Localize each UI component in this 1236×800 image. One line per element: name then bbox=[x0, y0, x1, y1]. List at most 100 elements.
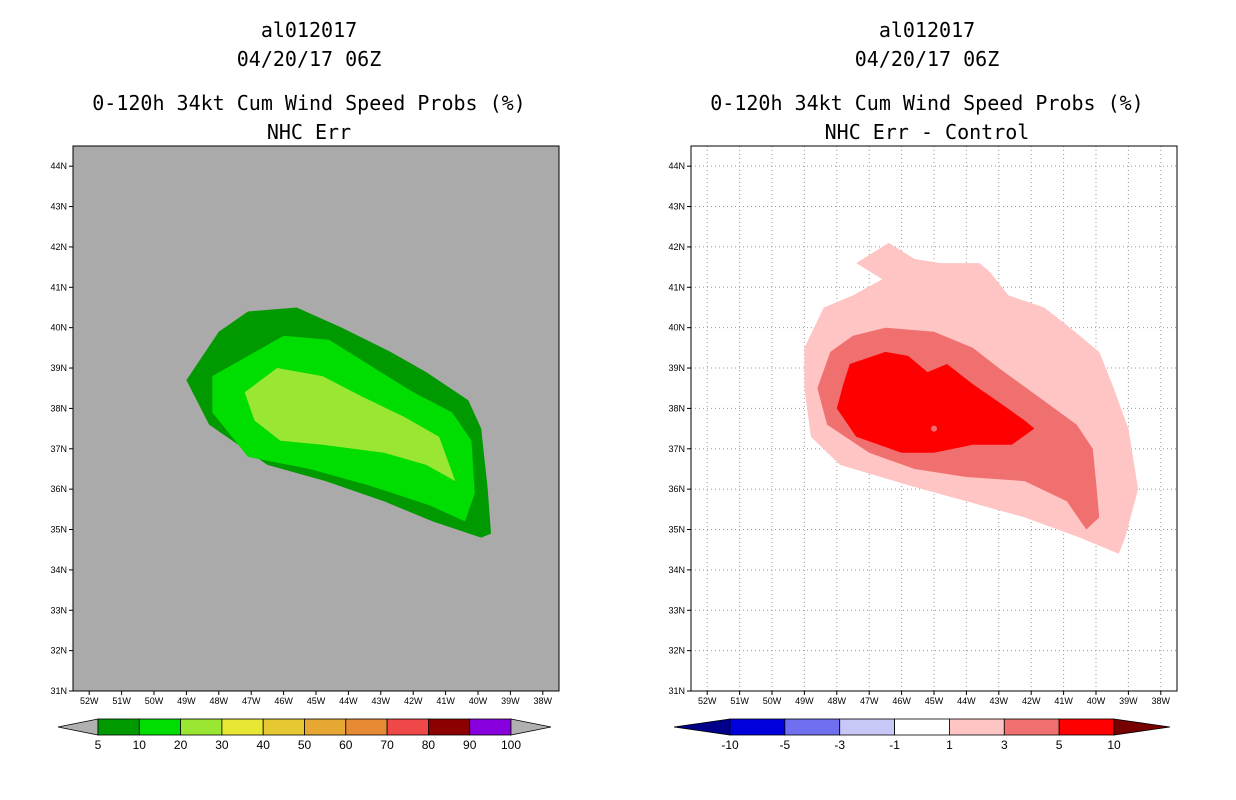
longitude-label: 46W bbox=[892, 696, 911, 706]
longitude-label: 45W bbox=[307, 696, 326, 706]
latitude-label: 38N bbox=[50, 403, 67, 413]
colorbar-tick-label: 5 bbox=[95, 738, 102, 752]
colorbar-tick-label: 90 bbox=[463, 738, 477, 752]
latitude-label: 39N bbox=[50, 363, 67, 373]
longitude-label: 48W bbox=[210, 696, 229, 706]
product-title: 0-120h 34kt Cum Wind Speed Probs (%) bbox=[92, 91, 526, 115]
product-subtitle: NHC Err - Control bbox=[824, 120, 1030, 144]
colorbar-swatch bbox=[949, 718, 1005, 736]
colorbar-swatch bbox=[469, 718, 512, 736]
colorbar-swatch bbox=[784, 718, 841, 736]
longitude-label: 47W bbox=[860, 696, 879, 706]
colorbar-tick-label: 1 bbox=[946, 738, 953, 752]
product-subtitle: NHC Err bbox=[266, 120, 352, 144]
latitude-label: 37N bbox=[50, 444, 67, 454]
longitude-label: 50W bbox=[763, 696, 782, 706]
longitude-label: 41W bbox=[1054, 696, 1073, 706]
colorbar-over-triangle bbox=[1113, 718, 1171, 736]
colorbar-under-triangle bbox=[673, 718, 731, 736]
latitude-label: 37N bbox=[668, 444, 685, 454]
longitude-label: 38W bbox=[534, 696, 553, 706]
colorbar-tick-label: 3 bbox=[1001, 738, 1008, 752]
longitude-label: 43W bbox=[372, 696, 391, 706]
latitude-label: 32N bbox=[668, 646, 685, 656]
colorbar-swatch bbox=[97, 718, 140, 736]
latitude-label: 40N bbox=[668, 323, 685, 333]
longitude-label: 40W bbox=[1087, 696, 1106, 706]
latitude-label: 43N bbox=[50, 202, 67, 212]
colorbar-tick-label: -10 bbox=[721, 738, 739, 752]
longitude-label: 39W bbox=[1119, 696, 1138, 706]
colorbar-swatch bbox=[138, 718, 182, 736]
longitude-label: 46W bbox=[274, 696, 293, 706]
longitude-label: 41W bbox=[436, 696, 455, 706]
colorbar-under-triangle bbox=[57, 718, 99, 736]
colorbar-swatch bbox=[221, 718, 264, 736]
longitude-label: 51W bbox=[112, 696, 131, 706]
latitude-label: 34N bbox=[668, 565, 685, 575]
longitude-label: 38W bbox=[1152, 696, 1171, 706]
latitude-label: 33N bbox=[668, 605, 685, 615]
local-minimum-marker bbox=[931, 425, 937, 432]
latitude-label: 33N bbox=[50, 605, 67, 615]
colorbar-tick-label: 60 bbox=[339, 738, 353, 752]
longitude-label: 52W bbox=[698, 696, 717, 706]
colorbar-tick-label: 30 bbox=[215, 738, 229, 752]
left-map-panel: al012017 04/20/17 06Z 0-120h 34kt Cum Wi… bbox=[50, 18, 560, 752]
colorbar-tick-label: 80 bbox=[422, 738, 436, 752]
colorbar-tick-label: 40 bbox=[257, 738, 271, 752]
colorbar-tick-label: 10 bbox=[1107, 738, 1121, 752]
longitude-label: 48W bbox=[828, 696, 847, 706]
longitude-label: 45W bbox=[925, 696, 944, 706]
colorbar-swatch bbox=[1058, 718, 1115, 736]
colorbar-tick-label: -3 bbox=[834, 738, 845, 752]
colorbar-tick-label: 100 bbox=[501, 738, 521, 752]
longitude-label: 49W bbox=[795, 696, 814, 706]
latitude-label: 35N bbox=[50, 525, 67, 535]
latitude-label: 44N bbox=[50, 161, 67, 171]
colorbar-swatch bbox=[729, 718, 786, 736]
longitude-label: 39W bbox=[501, 696, 520, 706]
colorbar-swatch bbox=[1003, 718, 1060, 736]
colorbar-swatch bbox=[345, 718, 388, 736]
latitude-label: 31N bbox=[50, 686, 67, 696]
longitude-label: 40W bbox=[469, 696, 488, 706]
colorbar-tick-label: -5 bbox=[780, 738, 791, 752]
colorbar-tick-label: 20 bbox=[174, 738, 188, 752]
longitude-label: 44W bbox=[339, 696, 358, 706]
colorbar-swatch bbox=[894, 718, 950, 736]
colorbar-swatch bbox=[180, 718, 223, 736]
colorbar: -10 -5 -3 -1 1 3 5 10 bbox=[673, 718, 1171, 752]
latitude-label: 44N bbox=[668, 161, 685, 171]
latitude-label: 42N bbox=[668, 242, 685, 252]
forecast-datetime: 04/20/17 06Z bbox=[854, 47, 1000, 71]
latitude-label: 42N bbox=[50, 242, 67, 252]
contour-5 bbox=[836, 351, 1035, 453]
product-title: 0-120h 34kt Cum Wind Speed Probs (%) bbox=[710, 91, 1144, 115]
latitude-label: 36N bbox=[668, 484, 685, 494]
colorbar-swatch bbox=[427, 718, 471, 736]
longitude-label: 51W bbox=[730, 696, 749, 706]
colorbar-swatch bbox=[304, 718, 347, 736]
longitude-label: 43W bbox=[990, 696, 1009, 706]
contour-20 bbox=[244, 368, 456, 482]
colorbar-tick-label: 5 bbox=[1056, 738, 1063, 752]
latitude-label: 34N bbox=[50, 565, 67, 575]
colorbar-swatch bbox=[262, 718, 305, 736]
latitude-label: 32N bbox=[50, 646, 67, 656]
left-probability-map: 44N 43N 42N 41N 40N 39N 38N 37N 36N 35N 34N 33N 32N 3… bbox=[50, 145, 560, 752]
longitude-label: 42W bbox=[404, 696, 423, 706]
colorbar-swatch bbox=[386, 718, 429, 736]
latitude-label: 43N bbox=[668, 202, 685, 212]
latitude-label: 38N bbox=[668, 403, 685, 413]
latitude-label: 41N bbox=[50, 282, 67, 292]
colorbar-tick-label: 50 bbox=[298, 738, 312, 752]
colorbar-tick-label: 70 bbox=[380, 738, 394, 752]
right-difference-map: 44N 43N 42N 41N 40N 39N 38N 37N 36N 35N 34N 33N 32N 3… bbox=[668, 145, 1178, 752]
longitude-label: 52W bbox=[80, 696, 99, 706]
colorbar-tick-label: -1 bbox=[889, 738, 900, 752]
longitude-label: 50W bbox=[145, 696, 164, 706]
colorbar: 5 10 20 30 40 50 60 70 80 90 100 bbox=[57, 718, 552, 752]
latitude-label: 35N bbox=[668, 525, 685, 535]
latitude-label: 39N bbox=[668, 363, 685, 373]
